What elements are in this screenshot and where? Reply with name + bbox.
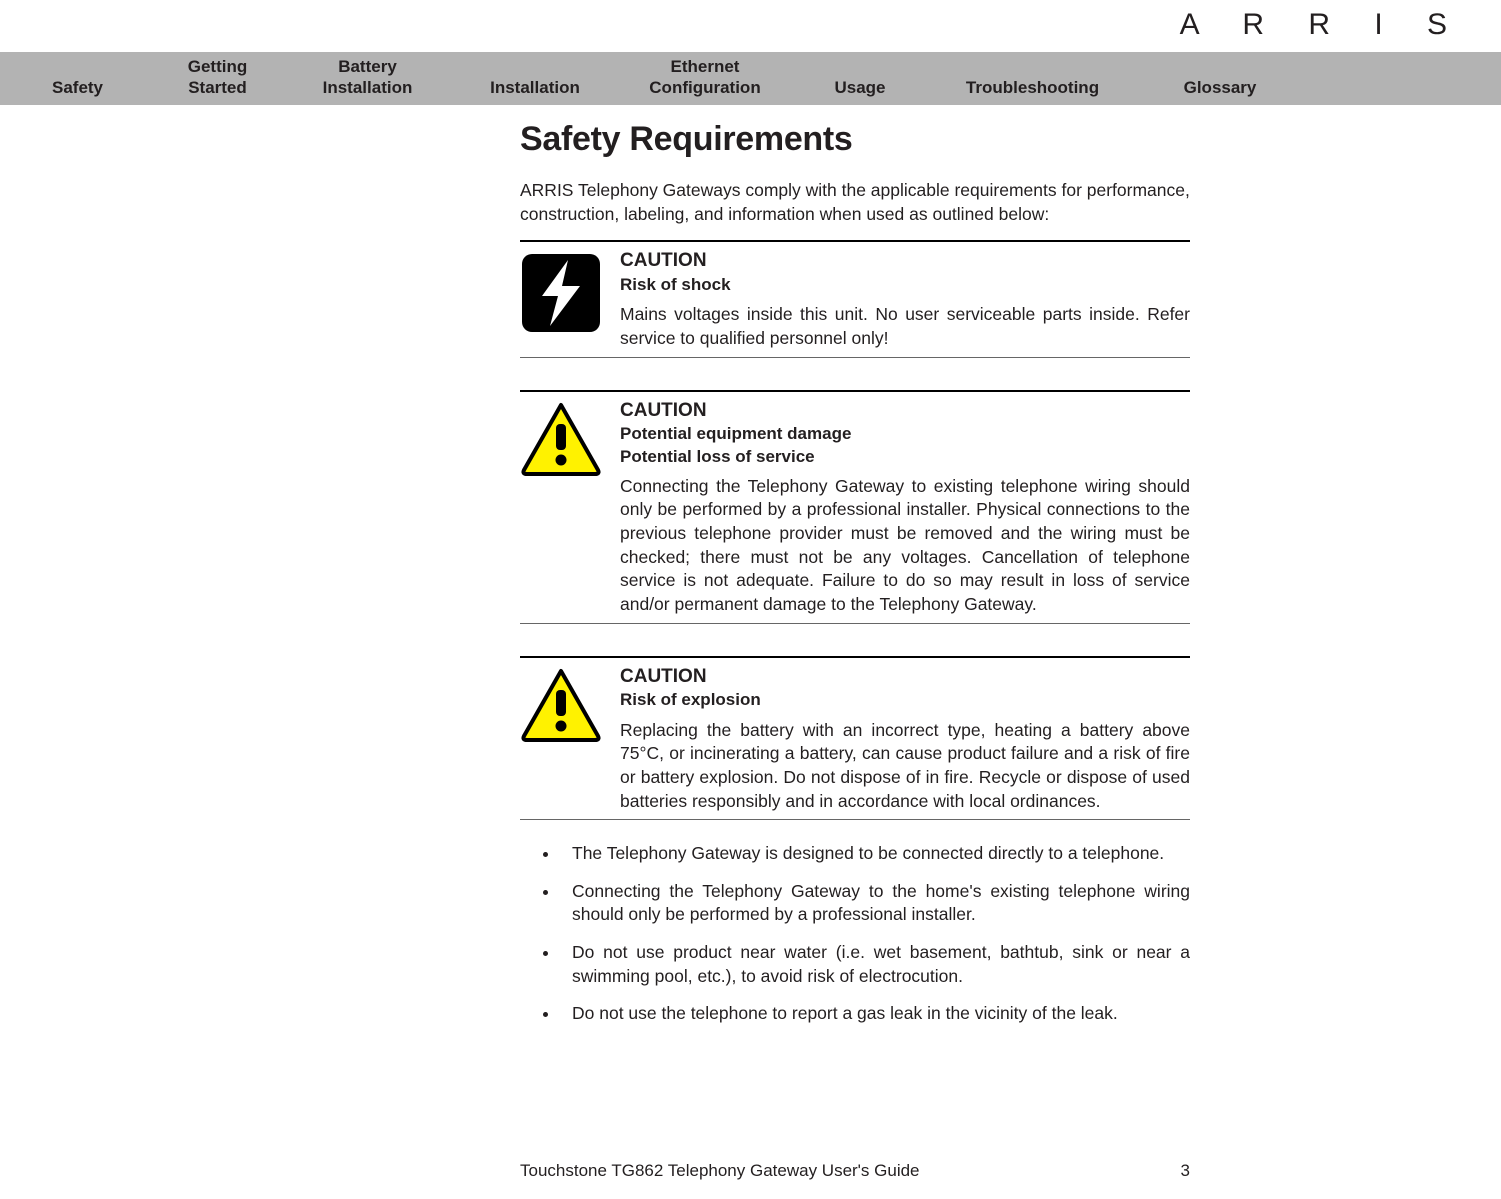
page-content: Safety Requirements ARRIS Telephony Gate… [520,120,1190,1040]
nav-tab-label-line2: Glossary [1148,77,1292,98]
rule-bottom [520,819,1190,820]
caution-body: Replacing the battery with an incorrect … [620,719,1190,814]
nav-tab-label-line2: Troubleshooting [933,77,1132,98]
nav-tab-label-line2: Usage [803,77,917,98]
caution-subtitle: Risk of explosion [620,689,1190,710]
rule-bottom [520,623,1190,624]
caution-title: CAUTION [620,666,1190,689]
nav-tab-label-line2: Installation [463,77,607,98]
caution-block: CAUTIONPotential equipment damagePotenti… [520,390,1190,624]
nav-tab-troubleshooting[interactable]: Troubleshooting [925,67,1140,98]
bullet-item: Connecting the Telephony Gateway to the … [560,880,1190,927]
rule-bottom [520,357,1190,358]
navbar: SafetyGettingStartedBatteryInstallationI… [0,52,1501,105]
footer-page-number: 3 [1181,1161,1190,1181]
nav-tab-label-line1: Getting [163,56,272,77]
shock-icon [520,252,602,339]
caution-subtitle: Potential equipment damage [620,423,1190,444]
caution-subtitle: Potential loss of service [620,446,1190,467]
bullet-list: The Telephony Gateway is designed to be … [520,842,1190,1026]
nav-tab-safety[interactable]: Safety [0,67,155,98]
caution-body: Mains voltages inside this unit. No user… [620,303,1190,350]
caution-body: Connecting the Telephony Gateway to exis… [620,475,1190,617]
intro-paragraph: ARRIS Telephony Gateways comply with the… [520,179,1190,226]
bullet-item: Do not use the telephone to report a gas… [560,1002,1190,1026]
nav-tab-started[interactable]: GettingStarted [155,56,280,99]
caution-title: CAUTION [620,250,1190,273]
nav-tab-label-line1: Battery [288,56,447,77]
caution-title: CAUTION [620,400,1190,423]
nav-tab-label-line1: Ethernet [623,56,787,77]
footer-text: Touchstone TG862 Telephony Gateway User'… [520,1161,920,1181]
bullet-item: The Telephony Gateway is designed to be … [560,842,1190,866]
nav-tab-label-line2: Installation [288,77,447,98]
nav-tab-installation[interactable]: BatteryInstallation [280,56,455,99]
warning-icon [520,668,602,747]
caution-block: CAUTIONRisk of explosion Replacing the ba… [520,656,1190,821]
bullet-item: Do not use product near water (i.e. wet … [560,941,1190,988]
nav-tab-label-line2: Safety [8,77,147,98]
nav-tab-label-line2: Started [163,77,272,98]
nav-tab-usage[interactable]: Usage [795,67,925,98]
warning-icon [520,402,602,481]
caution-block: CAUTIONRisk of shock Mains voltages insid… [520,240,1190,357]
nav-tab-label-line2: Configuration [623,77,787,98]
page-footer: Touchstone TG862 Telephony Gateway User'… [520,1161,1190,1181]
page-title: Safety Requirements [520,120,1190,159]
nav-tab-configuration[interactable]: EthernetConfiguration [615,56,795,99]
nav-tab-glossary[interactable]: Glossary [1140,67,1300,98]
caution-subtitle: Risk of shock [620,274,1190,295]
brand-logo: A R R I S [1180,8,1465,42]
nav-tab-installation[interactable]: Installation [455,67,615,98]
